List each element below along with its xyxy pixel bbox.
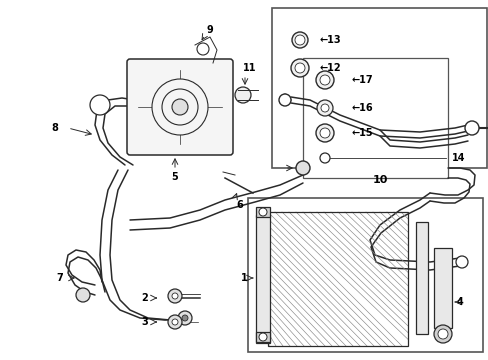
Circle shape (178, 311, 192, 325)
Circle shape (319, 153, 329, 163)
Circle shape (162, 89, 198, 125)
Circle shape (259, 208, 266, 216)
Circle shape (172, 99, 187, 115)
Circle shape (433, 325, 451, 343)
FancyBboxPatch shape (127, 59, 232, 155)
Text: 3: 3 (142, 317, 148, 327)
Circle shape (172, 293, 178, 299)
Text: 6: 6 (236, 200, 243, 210)
Text: ←12: ←12 (319, 63, 340, 73)
Circle shape (319, 75, 329, 85)
Text: ←15: ←15 (350, 128, 372, 138)
Circle shape (76, 288, 90, 302)
Text: 9: 9 (206, 25, 213, 35)
Bar (267, 212, 407, 346)
Circle shape (464, 121, 478, 135)
Circle shape (235, 87, 250, 103)
Text: ←16: ←16 (350, 103, 372, 113)
Bar (256, 207, 269, 217)
Text: 8: 8 (51, 123, 59, 133)
Bar (256, 215, 269, 343)
Text: 2: 2 (142, 293, 148, 303)
Circle shape (315, 71, 333, 89)
Circle shape (437, 329, 447, 339)
Bar (433, 248, 451, 328)
Bar (271, 8, 486, 168)
Circle shape (294, 63, 305, 73)
Circle shape (295, 161, 309, 175)
Circle shape (455, 256, 467, 268)
Circle shape (259, 333, 266, 341)
Circle shape (168, 315, 182, 329)
Text: 10: 10 (371, 175, 387, 185)
Text: ←13: ←13 (319, 35, 340, 45)
Text: 1: 1 (240, 273, 247, 283)
Circle shape (319, 128, 329, 138)
Circle shape (320, 104, 328, 112)
Bar (303, 58, 447, 178)
Circle shape (172, 319, 178, 325)
Circle shape (152, 79, 207, 135)
Bar (256, 332, 269, 342)
Text: 4: 4 (456, 297, 463, 307)
Bar (415, 222, 427, 334)
Circle shape (182, 315, 187, 321)
Circle shape (290, 59, 308, 77)
Bar (247, 198, 482, 352)
Circle shape (316, 100, 332, 116)
Circle shape (294, 35, 305, 45)
Text: 11: 11 (243, 63, 256, 73)
Circle shape (90, 95, 110, 115)
Circle shape (197, 43, 208, 55)
Circle shape (315, 124, 333, 142)
Text: 5: 5 (171, 172, 178, 182)
Circle shape (279, 94, 290, 106)
Text: 14: 14 (451, 153, 465, 163)
Circle shape (168, 289, 182, 303)
Text: 7: 7 (57, 273, 63, 283)
Text: ←17: ←17 (350, 75, 372, 85)
Circle shape (291, 32, 307, 48)
